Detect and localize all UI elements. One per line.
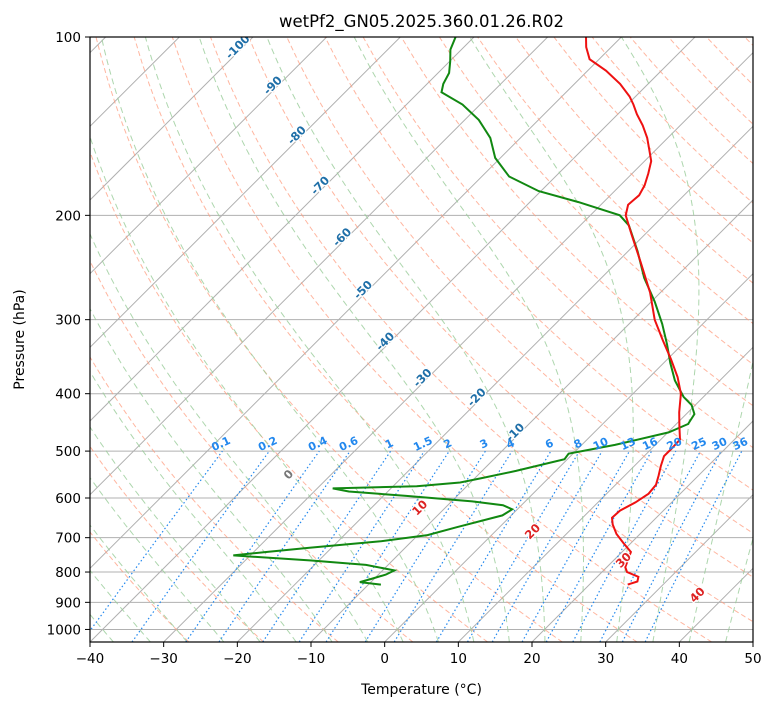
y-tick-label: 700 <box>55 531 81 547</box>
isotherm-line <box>605 493 753 642</box>
dry-adiabat-line <box>95 37 563 642</box>
mixing-ratio-line <box>131 450 270 642</box>
moist-adiabat-line <box>90 426 261 642</box>
x-tick-label: −40 <box>76 651 105 667</box>
dry-adiabat-line <box>90 356 339 642</box>
x-tick-label: −20 <box>223 651 252 667</box>
moist-adiabat-line <box>620 37 700 642</box>
x-tick-label: 0 <box>380 651 389 667</box>
isotherm-line <box>90 37 549 496</box>
mixing-ratio-line <box>644 450 743 642</box>
isotherm-line <box>90 37 401 349</box>
mixing-ratio-label: 36 <box>731 435 751 453</box>
moist-adiabat-line <box>90 370 297 642</box>
moist-adiabat-line <box>725 536 753 642</box>
dry-adiabat-line <box>90 259 414 642</box>
isotherm-line <box>90 37 328 275</box>
y-tick-label: 500 <box>55 444 81 460</box>
dry-adiabat-line <box>133 37 638 642</box>
isotherm-line <box>90 37 475 422</box>
mixing-ratio-line <box>545 450 653 642</box>
mixing-ratio-line <box>90 450 223 632</box>
mixing-ratio-line <box>218 450 351 642</box>
mixing-ratio-line <box>393 450 513 642</box>
moist-adiabat-line <box>144 37 475 642</box>
isotherm-line <box>90 37 254 201</box>
mixing-ratio-label: 13 <box>618 435 637 453</box>
sounding-profiles <box>233 37 696 586</box>
isotherm-line <box>163 51 753 642</box>
dry-adiabat-line <box>171 37 712 642</box>
isotherm-line <box>236 125 753 642</box>
x-tick-label: 10 <box>450 651 467 667</box>
moist-adiabat-line <box>198 37 510 642</box>
moist-adiabat-line <box>100 37 439 642</box>
mixing-ratio-label: 25 <box>689 435 708 453</box>
x-tick-label: 30 <box>597 651 614 667</box>
x-tick-label: 20 <box>523 651 540 667</box>
y-tick-label: 800 <box>55 565 81 581</box>
y-tick-label: 200 <box>55 208 81 224</box>
moist-adiabat-line <box>353 37 584 642</box>
x-tick-label: −10 <box>297 651 326 667</box>
plot-frame <box>89 36 754 643</box>
isotherm-line <box>457 346 753 642</box>
y-tick-label: 600 <box>55 491 81 507</box>
mixing-ratio-line <box>325 450 450 642</box>
y-tick-label: 900 <box>55 595 81 611</box>
x-axis-label: Temperature (°C) <box>360 682 482 698</box>
temperature-profile-line <box>585 37 682 586</box>
y-tick-label: 400 <box>55 387 81 403</box>
mixing-ratio-label: 10 <box>591 435 611 453</box>
dry-adiabat-line <box>324 37 753 491</box>
dewpoint-profile-line <box>233 37 696 586</box>
mixing-ratio-line <box>521 450 631 642</box>
dry-adiabat-line <box>248 37 753 578</box>
moist-adiabat-line <box>90 569 151 642</box>
moist-adiabat-line <box>266 37 546 642</box>
moist-adiabat-line <box>688 359 753 642</box>
y-tick-label: 300 <box>55 313 81 329</box>
y-tick-label: 100 <box>55 30 81 46</box>
dry-adiabat-line <box>90 150 488 642</box>
mixing-ratio-label: 30 <box>710 435 730 453</box>
mixing-ratio-line <box>185 450 320 642</box>
moist-adiabat-line <box>90 476 225 642</box>
mixing-ratio-label: 16 <box>640 435 660 453</box>
dry-adiabat-line <box>90 531 190 642</box>
moist-adiabat-line <box>90 524 188 642</box>
x-tick-label: 40 <box>671 651 688 667</box>
dry-adiabat-line <box>210 37 753 623</box>
isotherm-line <box>90 37 622 570</box>
x-tick-label: −30 <box>149 651 178 667</box>
isotherm-line <box>90 37 696 642</box>
background-lines <box>90 37 753 642</box>
dry-adiabat-line <box>438 37 753 366</box>
y-axis-label: Pressure (hPa) <box>12 289 28 389</box>
chart-title: wetPf2_GN05.2025.360.01.26.R02 <box>279 12 564 32</box>
y-axis: 100 200 300 400 500 600 700 800 900 1000 <box>47 30 90 638</box>
y-tick-label: 1000 <box>47 622 81 638</box>
dry-adiabat-line <box>90 445 264 642</box>
isotherm-line <box>531 420 753 642</box>
x-axis: −40 −30 −20 −10 0 10 20 30 40 50 <box>76 642 762 667</box>
moist-adiabat-line <box>90 232 369 642</box>
x-tick-label: 50 <box>744 651 761 667</box>
dry-adiabat-line <box>400 37 753 407</box>
mixing-ratio-label: 20 <box>665 435 685 453</box>
mixing-ratio-line <box>572 450 677 642</box>
moist-adiabat-line <box>90 135 404 642</box>
mixing-ratio-line <box>262 450 392 642</box>
isotherm-line <box>384 272 753 642</box>
moist-adiabat-line <box>90 307 333 642</box>
dry-adiabat-line <box>515 37 753 284</box>
